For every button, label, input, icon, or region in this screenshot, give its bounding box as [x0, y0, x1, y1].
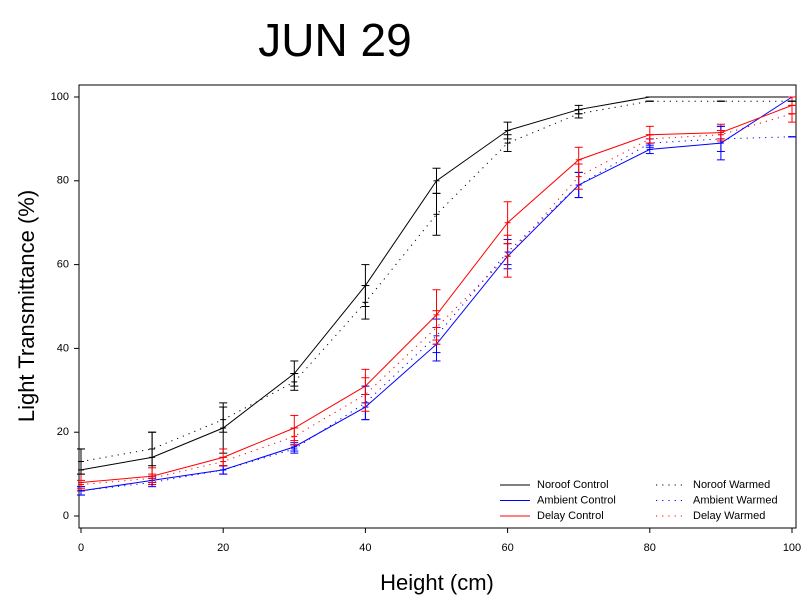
legend-label: Noroof Warmed — [693, 479, 770, 491]
x-axis-label: Height (cm) — [380, 570, 494, 595]
x-tick-label: 0 — [78, 542, 84, 554]
legend-label: Ambient Warmed — [693, 494, 778, 506]
chart-title: JUN 29 — [258, 14, 411, 66]
error-bar — [290, 373, 299, 391]
error-bar — [361, 377, 370, 412]
legend-label: Delay Warmed — [693, 510, 765, 522]
legend-label: Ambient Control — [537, 494, 616, 506]
y-tick-label: 20 — [57, 426, 69, 438]
error-bar — [77, 479, 85, 490]
error-bar — [77, 448, 85, 475]
x-tick-label: 100 — [783, 542, 801, 554]
x-tick-label: 80 — [644, 542, 656, 554]
y-tick-label: 100 — [51, 91, 69, 103]
error-bar — [503, 234, 512, 278]
legend-label: Noroof Control — [537, 479, 609, 491]
error-bar — [574, 163, 583, 190]
series-line — [80, 96, 792, 471]
error-bar — [290, 444, 299, 454]
error-bar — [290, 427, 299, 446]
x-tick-label: 60 — [501, 542, 513, 554]
error-bar — [219, 456, 228, 467]
legend-label: Delay Control — [537, 510, 604, 522]
error-bar — [219, 406, 228, 433]
error-bar — [432, 310, 441, 345]
y-tick-label: 60 — [57, 259, 69, 271]
y-tick-label: 0 — [63, 510, 69, 522]
error-bar — [148, 431, 157, 467]
error-bar — [716, 130, 725, 140]
error-bar — [503, 134, 512, 152]
error-bar — [432, 167, 441, 194]
plot-frame — [78, 84, 797, 529]
y-tick-label: 40 — [57, 342, 69, 354]
error-bar — [432, 192, 441, 236]
y-axis-label: Light Transmittance (%) — [14, 190, 39, 422]
error-bar — [361, 285, 370, 320]
error-bar — [645, 134, 654, 144]
error-bar — [219, 465, 228, 475]
error-bar — [148, 473, 157, 483]
error-bar — [574, 109, 583, 119]
error-bar — [788, 104, 796, 123]
x-tick-label: 20 — [217, 542, 229, 554]
x-tick-label: 40 — [359, 542, 371, 554]
y-tick-label: 80 — [57, 175, 69, 187]
series-line — [80, 100, 792, 463]
